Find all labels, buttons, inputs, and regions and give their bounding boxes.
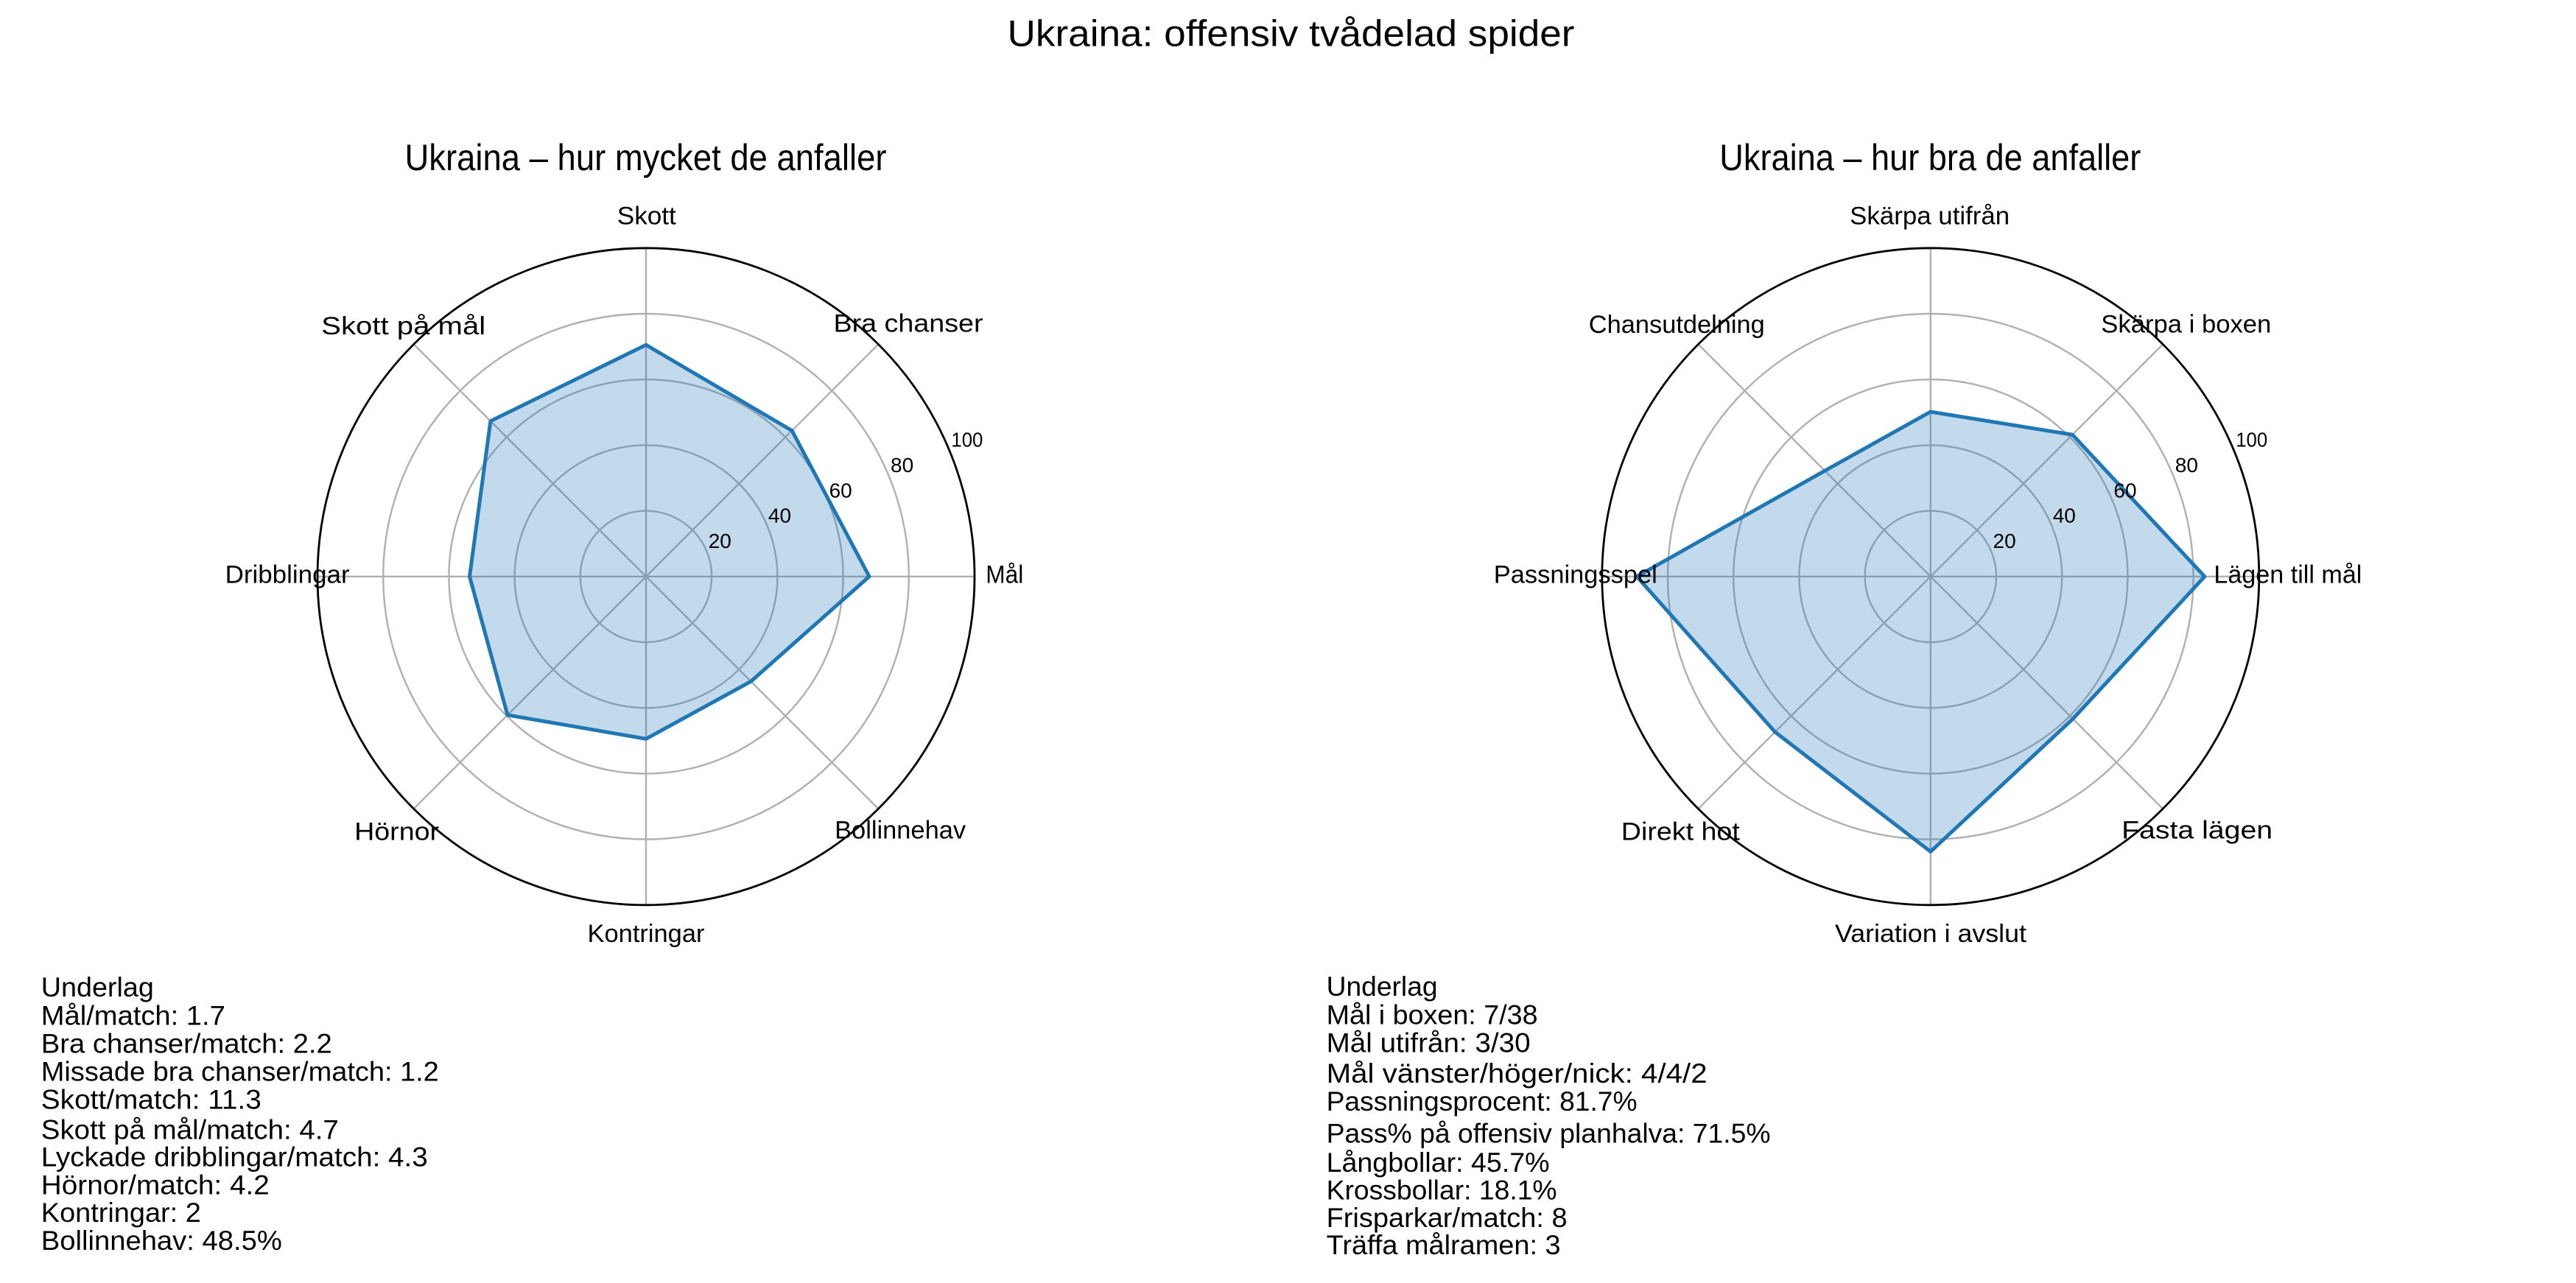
- svg-text:Missade bra chanser/match: 1.2: Missade bra chanser/match: 1.2: [41, 1057, 439, 1087]
- svg-text:Passningsprocent: 81.7%: Passningsprocent: 81.7%: [1327, 1086, 1638, 1117]
- svg-text:Mål/match: 1.7: Mål/match: 1.7: [41, 1001, 225, 1031]
- svg-text:100: 100: [951, 429, 983, 451]
- svg-text:Ukraina – hur mycket de anfall: Ukraina – hur mycket de anfaller: [405, 136, 887, 178]
- svg-text:Fasta lägen: Fasta lägen: [2121, 816, 2273, 844]
- svg-text:Bollinnehav: 48.5%: Bollinnehav: 48.5%: [41, 1226, 282, 1256]
- svg-text:Skott på mål: Skott på mål: [321, 312, 485, 340]
- svg-text:Underlag: Underlag: [41, 972, 154, 1002]
- svg-text:Underlag: Underlag: [1327, 971, 1438, 1002]
- svg-text:Kontringar: 2: Kontringar: 2: [41, 1198, 201, 1228]
- svg-text:Krossbollar: 18.1%: Krossbollar: 18.1%: [1327, 1175, 1557, 1205]
- svg-text:Lyckade dribblingar/match: 4.3: Lyckade dribblingar/match: 4.3: [41, 1142, 428, 1173]
- svg-text:Pass% på offensiv planhalva: 7: Pass% på offensiv planhalva: 71.5%: [1327, 1119, 1771, 1149]
- svg-text:Hörnor/match: 4.2: Hörnor/match: 4.2: [41, 1170, 270, 1201]
- svg-text:40: 40: [768, 505, 791, 527]
- svg-text:Skärpa i boxen: Skärpa i boxen: [2101, 310, 2271, 338]
- svg-text:Träffa målramen: 3: Träffa målramen: 3: [1327, 1230, 1561, 1260]
- svg-text:Ukraina: offensiv tvådelad spi: Ukraina: offensiv tvådelad spider: [1008, 13, 1575, 55]
- svg-text:80: 80: [2175, 454, 2198, 477]
- svg-text:20: 20: [709, 530, 731, 552]
- svg-text:60: 60: [2113, 479, 2136, 502]
- svg-text:Frisparkar/match: 8: Frisparkar/match: 8: [1327, 1203, 1568, 1233]
- svg-text:Kontringar: Kontringar: [588, 920, 705, 948]
- svg-text:100: 100: [2236, 429, 2267, 451]
- svg-text:80: 80: [891, 454, 913, 477]
- svg-text:40: 40: [2053, 505, 2076, 527]
- svg-text:Mål utifrån: 3/30: Mål utifrån: 3/30: [1327, 1027, 1531, 1058]
- svg-text:Chansutdelning: Chansutdelning: [1589, 311, 1765, 339]
- svg-text:Bra chanser/match: 2.2: Bra chanser/match: 2.2: [41, 1029, 332, 1059]
- svg-text:Hörnor: Hörnor: [354, 818, 439, 846]
- svg-text:Skott: Skott: [617, 203, 676, 231]
- svg-text:Mål vänster/höger/nick: 4/4/2: Mål vänster/höger/nick: 4/4/2: [1327, 1058, 1708, 1089]
- svg-text:Bra chanser: Bra chanser: [834, 310, 983, 338]
- svg-text:Ukraina – hur bra de anfaller: Ukraina – hur bra de anfaller: [1719, 136, 2141, 178]
- svg-text:Bollinnehav: Bollinnehav: [835, 816, 966, 844]
- svg-text:Skärpa utifrån: Skärpa utifrån: [1850, 203, 2010, 231]
- svg-text:Direkt hot: Direkt hot: [1621, 818, 1740, 846]
- svg-text:Skott/match: 11.3: Skott/match: 11.3: [41, 1084, 262, 1114]
- svg-text:Passningsspel: Passningsspel: [1494, 561, 1657, 589]
- svg-text:60: 60: [829, 479, 852, 502]
- svg-text:Mål: Mål: [986, 561, 1023, 589]
- svg-text:Mål i boxen: 7/38: Mål i boxen: 7/38: [1327, 999, 1538, 1030]
- svg-text:Variation i avslut: Variation i avslut: [1835, 920, 2026, 948]
- svg-text:Skott på mål/match: 4.7: Skott på mål/match: 4.7: [41, 1114, 339, 1145]
- svg-text:Långbollar: 45.7%: Långbollar: 45.7%: [1327, 1147, 1550, 1178]
- svg-text:Lägen till mål: Lägen till mål: [2214, 561, 2362, 589]
- svg-text:20: 20: [1993, 530, 2016, 552]
- svg-text:Dribblingar: Dribblingar: [225, 561, 350, 589]
